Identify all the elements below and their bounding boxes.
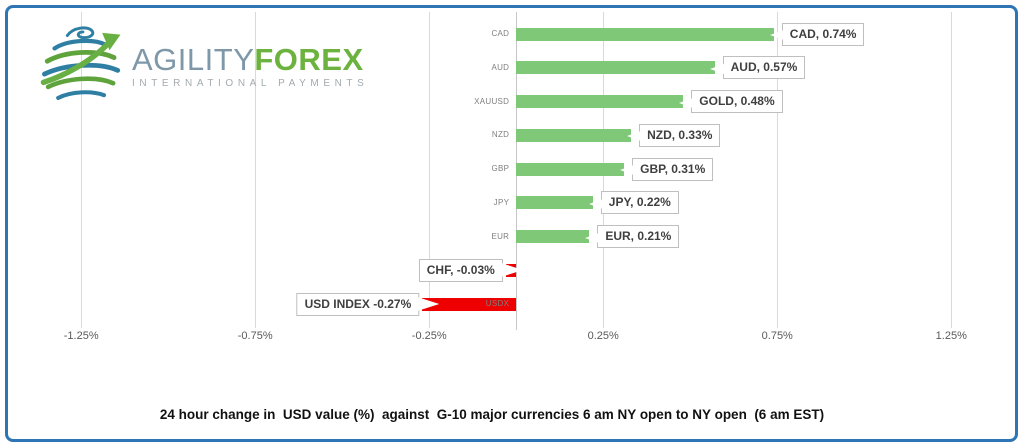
- bar-nzd: [516, 128, 632, 142]
- gridline: [777, 12, 779, 328]
- data-label-callout: GBP, 0.31%: [632, 157, 714, 181]
- brand-secondary: FOREX: [254, 42, 364, 77]
- brand-name: AGILITYFOREX: [132, 42, 368, 77]
- category-label: AUD: [491, 62, 510, 72]
- logo-text: AGILITYFOREX INTERNATIONAL PAYMENTS: [132, 42, 369, 89]
- agilityforex-logo: AGILITYFOREX INTERNATIONAL PAYMENTS: [36, 20, 368, 108]
- category-label: XAUUSD: [474, 96, 510, 106]
- bar-gbp: [516, 162, 625, 176]
- x-tick-label: 0.25%: [587, 330, 619, 342]
- category-label: GBP: [491, 164, 510, 173]
- data-label-callout: EUR, 0.21%: [597, 225, 680, 248]
- brand-primary: AGILITY: [132, 42, 255, 77]
- category-label: USDX: [485, 299, 510, 308]
- category-label: JPY: [493, 197, 510, 207]
- x-tick-label: 1.25%: [935, 330, 967, 342]
- gridline: [81, 12, 83, 328]
- category-label: CAD: [491, 29, 510, 38]
- chart-caption: 24 hour change in USD value (%) against …: [159, 407, 825, 422]
- plot-area: CAD CAD, 0.74% AUD AUD, 0.57% XAUUSD GOLD, 0.…: [29, 12, 1000, 330]
- globe-arrow-icon: [40, 26, 121, 100]
- bar-jpy: [516, 196, 593, 210]
- data-label-callout: GOLD, 0.48%: [691, 90, 783, 113]
- x-tick-label: 0.75%: [761, 330, 793, 342]
- data-label-callout: JPY, 0.22%: [600, 191, 679, 215]
- bar-cad: [516, 27, 774, 41]
- bar-aud: [516, 61, 715, 75]
- data-label-callout: CHF, -0.03%: [418, 258, 503, 282]
- bar-eur: [516, 230, 590, 243]
- bar-usdx: [422, 297, 517, 311]
- gridline: [255, 12, 257, 328]
- bar-xauusd: [516, 95, 684, 108]
- x-tick-label: -0.25%: [411, 330, 447, 342]
- category-label: NZD: [491, 130, 510, 140]
- data-label-callout: AUD, 0.57%: [722, 56, 806, 80]
- gridline: [951, 12, 953, 328]
- category-label: EUR: [491, 231, 510, 241]
- brand-tagline: INTERNATIONAL PAYMENTS: [132, 78, 369, 89]
- data-label-callout: CAD, 0.74%: [781, 22, 865, 46]
- data-label-callout: USD INDEX -0.27%: [296, 292, 420, 316]
- gridline: [429, 12, 431, 328]
- data-label-callout: NZD, 0.33%: [639, 123, 721, 147]
- x-tick-label: -0.75%: [237, 330, 273, 342]
- x-tick-label: -1.25%: [63, 330, 99, 342]
